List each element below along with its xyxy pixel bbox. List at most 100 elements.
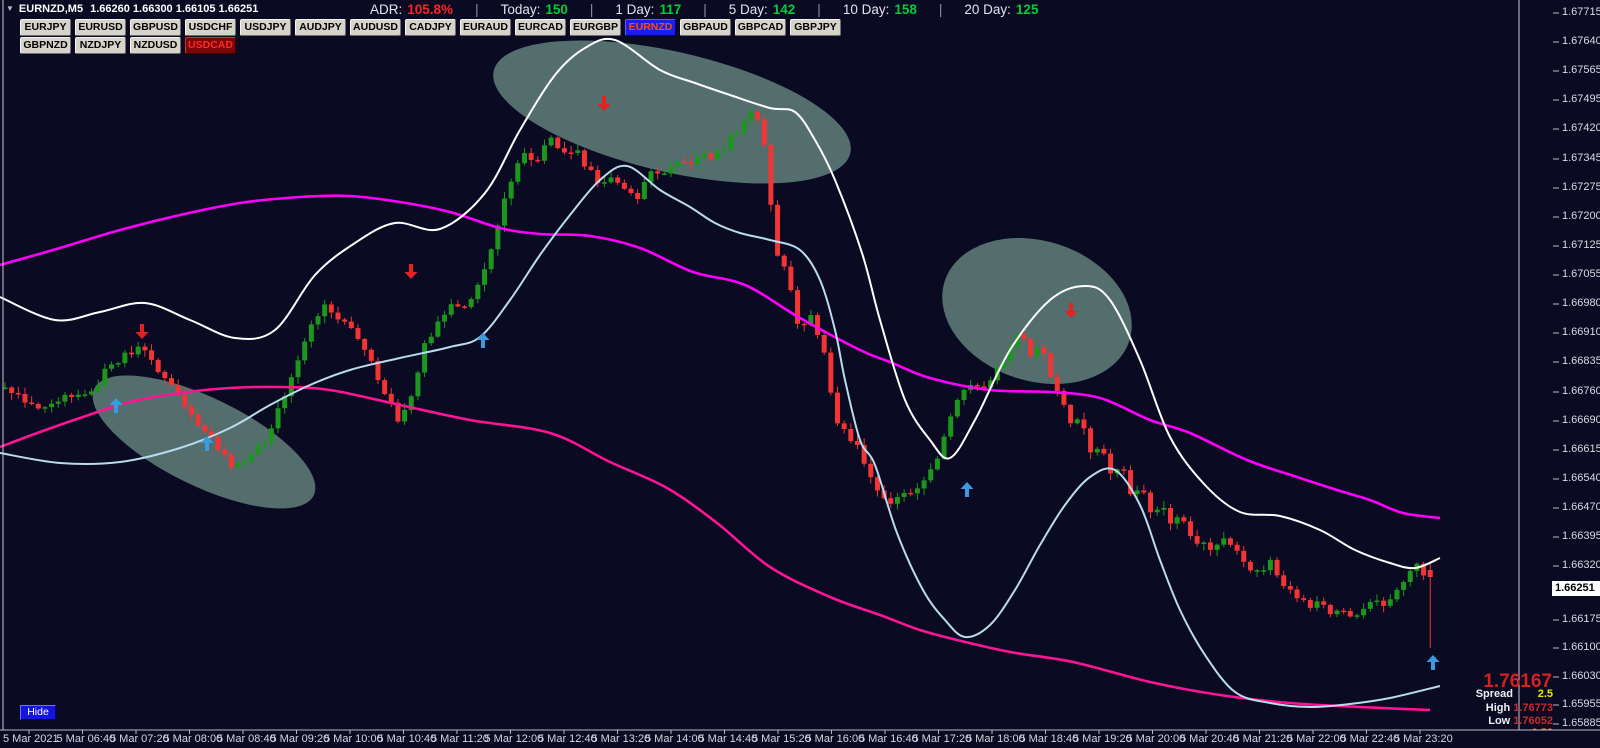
price-axis-label-3: 1.67495 <box>1562 93 1600 105</box>
chart-area[interactable]: 1.76167 Spread 2.5 High1.76773Low1.760520.… <box>0 0 1600 730</box>
adr-separator: | <box>938 2 943 17</box>
price-axis-label-15: 1.66615 <box>1562 443 1600 455</box>
symbol-button-gbpaud[interactable]: GBPAUD <box>680 19 731 36</box>
price-axis-label-13: 1.66760 <box>1562 385 1600 397</box>
chart-title: ▼ EURNZD,M5 1.66260 1.66300 1.66105 1.6625… <box>6 3 258 15</box>
signal-arrows <box>109 96 1440 670</box>
price-axis-label-5: 1.67345 <box>1562 152 1600 164</box>
quote-row-high: High 1.76773 <box>1486 702 1553 714</box>
time-axis-label-11: 5 Mar 13:20 <box>591 733 651 745</box>
chart-canvas[interactable] <box>0 0 1600 730</box>
price-axis-label-9: 1.67055 <box>1562 268 1600 280</box>
symbol-button-gbpnzd[interactable]: GBPNZD <box>20 37 71 54</box>
price-axis-label-0: 1.67715 <box>1562 6 1600 18</box>
price-axis-label-1: 1.67640 <box>1562 35 1600 47</box>
time-axis-label-19: 5 Mar 18:40 <box>1019 733 1079 745</box>
symbol-button-row-2: GBPNZD NZDJPY NZDUSD USDCAD <box>20 37 236 54</box>
sell-arrow-icon <box>597 96 611 111</box>
zone-ellipse-1 <box>942 237 1132 385</box>
sell-arrow-icon <box>135 324 149 339</box>
quote-row-label: High <box>1485 702 1511 714</box>
time-axis-label-7: 5 Mar 10:40 <box>377 733 437 745</box>
time-axis-label-20: 5 Mar 19:20 <box>1073 733 1132 745</box>
overlay-ma-magenta <box>0 194 1441 520</box>
price-axis-label-21: 1.66100 <box>1562 641 1600 653</box>
current-price-box: 1.66251 <box>1552 581 1600 596</box>
time-axis-label-16: 5 Mar 16:40 <box>859 733 918 745</box>
adr-item-value-1: 117 <box>659 2 682 17</box>
symbol-button-euraud[interactable]: EURAUD <box>460 19 511 36</box>
symbol-button-gbpjpy[interactable]: GBPJPY <box>790 19 841 36</box>
symbol-button-gbpusd[interactable]: GBPUSD <box>130 19 181 36</box>
price-axis-label-10: 1.66980 <box>1562 297 1600 309</box>
time-axis-label-4: 5 Mar 08:40 <box>217 733 276 745</box>
symbol-button-eurjpy[interactable]: EURJPY <box>20 19 71 36</box>
price-axis-label-18: 1.66395 <box>1562 530 1600 542</box>
price-axis-label-16: 1.66540 <box>1562 472 1600 484</box>
symbol-button-cadjpy[interactable]: CADJPY <box>405 19 456 36</box>
quote-row-spread: Spread 2.5 <box>1476 688 1553 700</box>
symbol-button-usdchf[interactable]: USDCHF <box>185 19 236 36</box>
adr-separator: | <box>589 2 594 17</box>
symbol-button-nzdusd[interactable]: NZDUSD <box>130 37 181 54</box>
quote-big-price: 1.76167 <box>1483 671 1552 692</box>
sell-arrow-icon <box>1064 303 1078 318</box>
symbol-button-row-1: EURJPY EURUSD GBPUSD USDCHF USDJPY AUDJPY AUDU… <box>20 19 841 36</box>
sell-arrow-icon <box>404 264 418 279</box>
price-axis-label-19: 1.66320 <box>1562 559 1600 571</box>
adr-item-value-2: 142 <box>772 2 796 17</box>
price-axis-label-4: 1.67420 <box>1562 122 1600 134</box>
adr-item-label-1: 1 Day: <box>615 2 655 17</box>
symbol-button-eurnzd[interactable]: EURNZD <box>625 19 676 36</box>
price-axis-label-11: 1.66910 <box>1562 326 1600 338</box>
time-axis-label-2: 5 Mar 07:20 <box>110 733 169 745</box>
symbol-button-eurgbp[interactable]: EURGBP <box>570 19 621 36</box>
buy-arrow-icon <box>476 333 490 348</box>
quote-row-label: Spread <box>1475 688 1513 700</box>
time-axis-label-25: 5 Mar 22:40 <box>1340 733 1400 745</box>
time-axis-label-12: 5 Mar 14:00 <box>645 733 704 745</box>
zone-ellipse-0 <box>493 40 851 184</box>
buy-arrow-icon <box>200 436 214 451</box>
time-axis-label-15: 5 Mar 16:00 <box>805 733 865 745</box>
time-axis-label-3: 5 Mar 08:00 <box>163 733 223 745</box>
chart-title-ohlc: 1.66260 1.66300 1.66105 1.66251 <box>90 3 259 15</box>
symbol-button-audjpy[interactable]: AUDJPY <box>295 19 346 36</box>
time-axis-label-23: 5 Mar 21:20 <box>1233 733 1293 745</box>
price-axis-label-17: 1.66470 <box>1562 501 1600 513</box>
price-axis-label-12: 1.66835 <box>1562 355 1600 367</box>
time-axis-label-1: 5 Mar 06:40 <box>56 733 116 745</box>
adr-item-value-4: 125 <box>1015 2 1039 17</box>
time-axis-label-21: 5 Mar 20:00 <box>1126 733 1186 745</box>
buy-arrow-icon <box>1426 655 1440 670</box>
time-axis-label-5: 5 Mar 09:20 <box>270 733 330 745</box>
time-axis-label-0: 5 Mar 2021 <box>3 733 59 745</box>
quote-row-value: 1.76773 <box>1513 702 1553 714</box>
symbol-button-eurusd[interactable]: EURUSD <box>75 19 126 36</box>
symbol-button-usdcad[interactable]: USDCAD <box>185 37 236 54</box>
overlay-ma-deeppink <box>0 385 1431 712</box>
symbol-button-nzdjpy[interactable]: NZDJPY <box>75 37 126 54</box>
time-axis-label-10: 5 Mar 12:40 <box>538 733 597 745</box>
price-axis-label-8: 1.67125 <box>1562 239 1600 251</box>
time-axis-label-24: 5 Mar 22:00 <box>1287 733 1346 745</box>
time-axis-label-17: 5 Mar 17:20 <box>912 733 972 745</box>
adr-item-label-2: 5 Day: <box>728 2 768 17</box>
price-axis-label-22: 1.66030 <box>1562 670 1600 682</box>
symbol-button-eurcad[interactable]: EURCAD <box>515 19 566 36</box>
time-axis-label-6: 5 Mar 10:00 <box>324 733 383 745</box>
time-axis-label-18: 5 Mar 18:00 <box>966 733 1025 745</box>
price-axis-label-20: 1.66175 <box>1562 613 1600 625</box>
hide-button[interactable]: Hide <box>20 705 56 720</box>
price-axis-label-2: 1.67565 <box>1562 64 1600 76</box>
buy-arrow-icon <box>960 482 974 497</box>
adr-item-label-0: Today: <box>500 2 541 17</box>
adr-label: ADR: <box>370 2 403 17</box>
symbol-button-audusd[interactable]: AUDUSD <box>350 19 401 36</box>
chart-dropdown-icon[interactable]: ▼ <box>6 4 14 13</box>
symbol-button-usdjpy[interactable]: USDJPY <box>240 19 291 36</box>
symbol-button-gbpcad[interactable]: GBPCAD <box>735 19 786 36</box>
adr-item-value-3: 158 <box>894 2 917 17</box>
adr-item-value-0: 150 <box>545 2 568 17</box>
